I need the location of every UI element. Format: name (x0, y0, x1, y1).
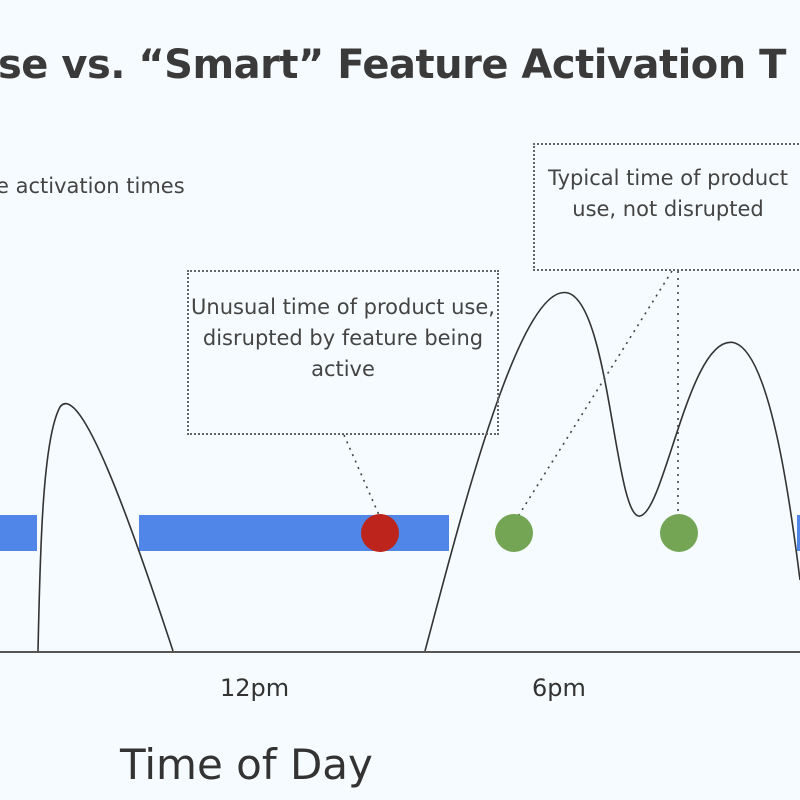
legend-label: e activation times (0, 174, 185, 198)
callout-typical: Typical time of product use, not disrupt… (533, 143, 800, 271)
activation-bar-3 (797, 515, 800, 551)
x-tick-12pm: 12pm (220, 674, 290, 702)
usage-curve-evening (424, 292, 800, 652)
typical-use-dot-1 (495, 514, 533, 552)
usage-curve-morning (37, 403, 174, 652)
typical-use-dot-2 (660, 514, 698, 552)
callout-leader-typical-1 (516, 270, 673, 519)
disrupted-use-dot (361, 514, 399, 552)
chart-title: se vs. “Smart” Feature Activation T (0, 42, 786, 88)
callout-unusual: Unusual time of product use, disrupted b… (187, 270, 499, 435)
x-axis-label: Time of Day (120, 740, 373, 789)
activation-bar-1 (0, 515, 37, 551)
x-tick-6pm: 6pm (532, 674, 586, 702)
callout-leader-unusual (343, 434, 380, 516)
activation-bar-2 (139, 515, 449, 551)
